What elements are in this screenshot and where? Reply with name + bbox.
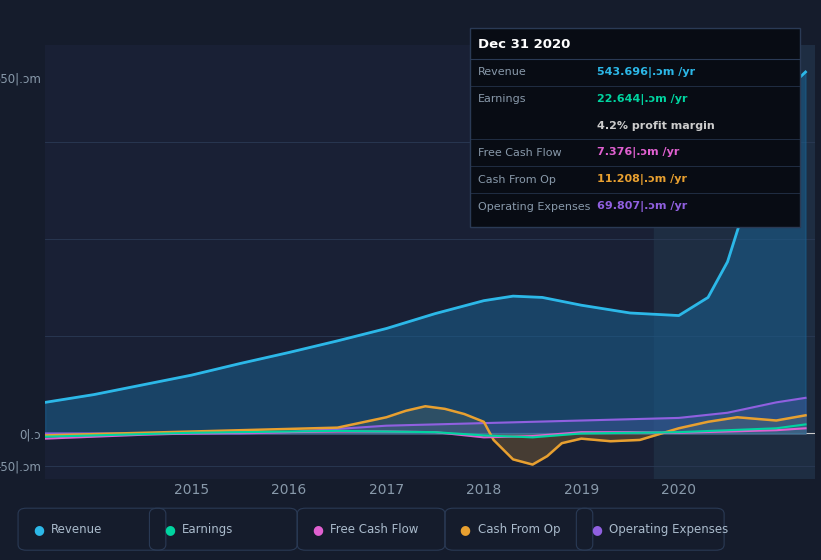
Text: ●: ● xyxy=(591,522,602,536)
Text: ●: ● xyxy=(312,522,323,536)
Text: ●: ● xyxy=(33,522,44,536)
Text: ●: ● xyxy=(164,522,175,536)
Text: Revenue: Revenue xyxy=(51,522,103,536)
Text: Cash From Op: Cash From Op xyxy=(478,522,560,536)
Text: Operating Expenses: Operating Expenses xyxy=(478,202,590,212)
Text: Dec 31 2020: Dec 31 2020 xyxy=(478,38,571,52)
Text: 4.2% profit margin: 4.2% profit margin xyxy=(597,121,714,131)
Text: Cash From Op: Cash From Op xyxy=(478,175,556,185)
Text: Earnings: Earnings xyxy=(182,522,234,536)
Text: 69.807|.ɔm /yr: 69.807|.ɔm /yr xyxy=(597,201,687,212)
Text: Free Cash Flow: Free Cash Flow xyxy=(478,148,562,158)
Bar xyxy=(654,45,815,479)
Text: 11.208|.ɔm /yr: 11.208|.ɔm /yr xyxy=(597,174,687,185)
Text: Earnings: Earnings xyxy=(478,94,526,104)
Text: Free Cash Flow: Free Cash Flow xyxy=(330,522,419,536)
Text: ●: ● xyxy=(460,522,470,536)
Text: 543.696|.ɔm /yr: 543.696|.ɔm /yr xyxy=(597,67,695,78)
Text: Operating Expenses: Operating Expenses xyxy=(609,522,728,536)
Text: Revenue: Revenue xyxy=(478,67,526,77)
Text: 7.376|.ɔm /yr: 7.376|.ɔm /yr xyxy=(597,147,679,158)
Text: 22.644|.ɔm /yr: 22.644|.ɔm /yr xyxy=(597,94,687,105)
